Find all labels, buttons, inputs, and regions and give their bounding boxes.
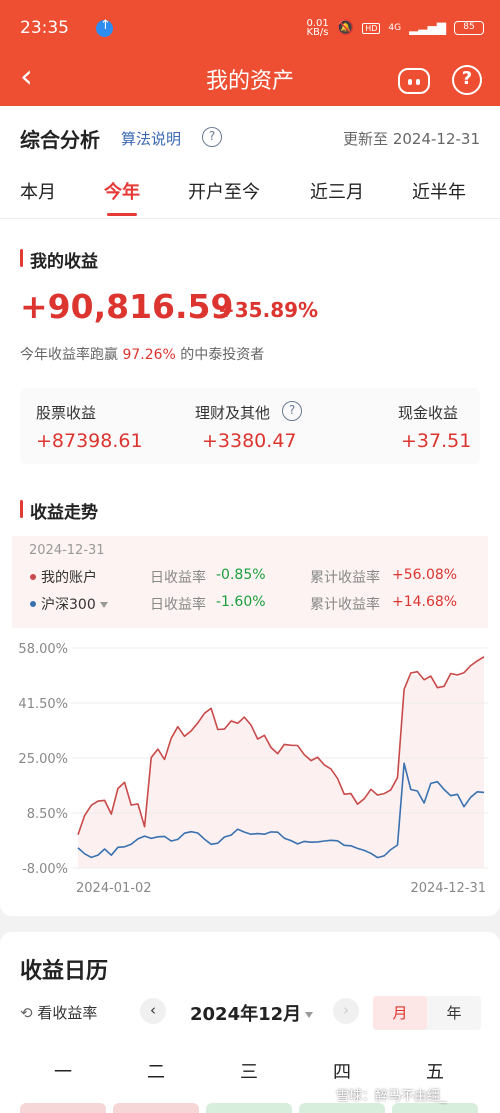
notification-icon — [96, 18, 113, 37]
x-start-label: 2024-01-02 — [76, 881, 152, 896]
beat-value: 97.26% — [122, 347, 176, 363]
section-marker — [20, 500, 23, 518]
day-cell[interactable] — [113, 1103, 199, 1113]
algo-help-icon[interactable]: ? — [202, 127, 222, 147]
period-tabs: 本月 今年 开户至今 近三月 近半年 — [0, 178, 500, 218]
active-tab-indicator — [107, 213, 137, 216]
income-breakdown: 股票收益 +87398.61 理财及其他 ? +3380.47 现金收益 +37… — [20, 388, 480, 464]
calendar-month-label[interactable]: 2024年12月 — [190, 1004, 302, 1025]
y-tick-label: 8.50% — [27, 807, 68, 822]
legend-date: 2024-12-31 — [29, 543, 105, 558]
mute-icon: 🔕 — [336, 20, 355, 36]
status-time: 23:35 — [20, 18, 69, 38]
stock-income-value: +87398.61 — [36, 430, 143, 452]
legend-name: 我的账户 — [41, 570, 97, 586]
daily-value: -0.85% — [216, 567, 266, 583]
status-right: 0.01 KB/s 🔕 HD 4G ▂▃▅▇ 85 — [306, 18, 484, 38]
tab-since-open[interactable]: 开户至今 — [188, 182, 260, 203]
daily-value: -1.60% — [216, 594, 266, 610]
cash-income-value: +37.51 — [401, 430, 472, 452]
trend-chart[interactable]: 58.00% 41.50% 25.00% 8.50% -8.00% 2024-01-02 2… — [0, 630, 500, 900]
day-cell[interactable] — [299, 1103, 385, 1113]
robot-assistant-icon[interactable] — [398, 68, 430, 94]
signal-label: 4G — [388, 23, 402, 33]
income-pct: +35.89% — [218, 298, 319, 322]
index-line — [77, 762, 485, 859]
cum-label: 累计收益率 — [310, 570, 380, 586]
tab-month[interactable]: 本月 — [20, 182, 56, 203]
battery-icon: 85 — [454, 21, 484, 35]
app-header: 23:35 0.01 KB/s 🔕 HD 4G ▂▃▅▇ 85 ‹ 我的资产 ? — [0, 0, 500, 106]
weekday-fri: 五 — [426, 1062, 444, 1083]
trend-title: 收益走势 — [30, 503, 98, 523]
weekday-thu: 四 — [333, 1062, 351, 1083]
y-tick-label: 25.00% — [18, 752, 68, 767]
analysis-title: 综合分析 — [20, 128, 100, 152]
weekday-mon: 一 — [54, 1062, 72, 1083]
help-icon[interactable]: ? — [452, 65, 482, 95]
day-cell[interactable] — [20, 1103, 106, 1113]
calendar-month[interactable]: 2024年12月 — [190, 1000, 314, 1026]
net-speed: 0.01 KB/s — [306, 18, 329, 38]
beat-suffix: 的中泰投资者 — [180, 347, 265, 363]
wealth-income-value: +3380.47 — [202, 430, 297, 452]
cum-value: +14.68% — [392, 594, 458, 610]
section-marker — [20, 249, 23, 267]
daily-label: 日收益率 — [150, 597, 206, 613]
y-tick-label: -8.00% — [22, 862, 68, 877]
chevron-down-icon[interactable] — [305, 1012, 314, 1018]
beat-prefix: 今年收益率跑赢 — [20, 347, 118, 363]
legend-name[interactable]: 沪深300 — [41, 594, 108, 614]
calendar-title: 收益日历 — [20, 959, 109, 984]
tab-three-months[interactable]: 近三月 — [310, 182, 364, 203]
daily-label: 日收益率 — [150, 570, 206, 586]
y-tick-label: 41.50% — [18, 697, 68, 712]
x-end-label: 2024-12-31 — [410, 881, 486, 896]
nav-bar: ‹ 我的资产 ? — [0, 50, 500, 106]
tab-half-year[interactable]: 近半年 — [412, 182, 466, 203]
income-total: +90,816.59 — [20, 287, 234, 326]
update-time: 更新至 2024-12-31 — [343, 130, 480, 148]
analysis-header: 综合分析 算法说明 ? 更新至 2024-12-31 — [20, 124, 480, 152]
day-cell[interactable] — [392, 1103, 478, 1113]
next-month-button[interactable]: › — [333, 998, 359, 1024]
page-title: 我的资产 — [205, 69, 294, 94]
watermark: 雪球：醉马不由缰_ — [336, 1089, 447, 1104]
weekday-tue: 二 — [147, 1062, 165, 1083]
divider — [0, 218, 500, 219]
weekday-wed: 三 — [240, 1062, 258, 1083]
rate-toggle[interactable]: ⟲ 看收益率 — [20, 1002, 97, 1023]
account-line — [77, 656, 485, 835]
cum-value: +56.08% — [392, 567, 458, 583]
y-tick-label: 58.00% — [18, 642, 68, 657]
legend-row-account: 我的账户 日收益率 -0.85% 累计收益率 +56.08% — [30, 567, 480, 587]
day-cell[interactable] — [206, 1103, 292, 1113]
month-year-switch: 月 年 — [373, 996, 481, 1030]
prev-month-button[interactable]: ‹ — [140, 998, 166, 1024]
status-bar: 23:35 0.01 KB/s 🔕 HD 4G ▂▃▅▇ 85 — [20, 14, 484, 44]
cum-label: 累计收益率 — [310, 597, 380, 613]
seg-month[interactable]: 月 — [373, 996, 427, 1030]
seg-year[interactable]: 年 — [446, 1004, 462, 1022]
index-name[interactable]: 沪深300 — [41, 597, 96, 613]
chevron-down-icon[interactable] — [99, 602, 108, 608]
stock-income-label: 股票收益 — [36, 404, 97, 422]
rate-toggle-label[interactable]: 看收益率 — [37, 1004, 98, 1022]
refresh-icon[interactable]: ⟲ — [20, 1004, 33, 1022]
beat-text: 今年收益率跑赢 97.26% 的中泰投资者 — [20, 344, 264, 364]
legend-row-index[interactable]: 沪深300 日收益率 -1.60% 累计收益率 +14.68% — [30, 594, 480, 614]
trend-legend: 2024-12-31 我的账户 日收益率 -0.85% 累计收益率 +56.08… — [12, 536, 488, 628]
index-dot — [30, 601, 36, 607]
income-title: 我的收益 — [30, 252, 98, 272]
hd-badge: HD — [362, 22, 381, 34]
account-area — [78, 654, 484, 868]
account-dot — [30, 574, 36, 580]
algo-link[interactable]: 算法说明 — [121, 130, 182, 148]
wealth-income-label: 理财及其他 — [195, 404, 271, 422]
tab-year[interactable]: 今年 — [104, 182, 140, 203]
back-icon[interactable]: ‹ — [20, 57, 33, 95]
cash-income-label: 现金收益 — [398, 404, 459, 422]
wealth-help-icon[interactable]: ? — [282, 401, 302, 421]
signal-icon: ▂▃▅▇ — [409, 21, 446, 35]
